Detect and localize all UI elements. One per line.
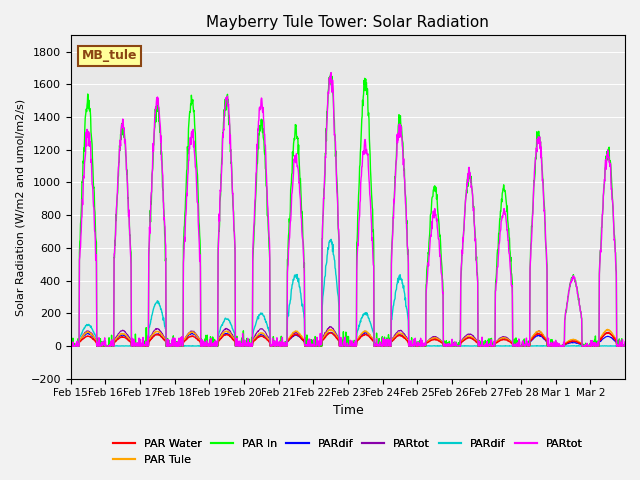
Text: MB_tule: MB_tule (82, 49, 138, 62)
X-axis label: Time: Time (333, 404, 364, 417)
Legend: PAR Water, PAR Tule, PAR In, PARdif, PARtot, PARdif, PARtot: PAR Water, PAR Tule, PAR In, PARdif, PAR… (109, 435, 587, 469)
Y-axis label: Solar Radiation (W/m2 and umol/m2/s): Solar Radiation (W/m2 and umol/m2/s) (15, 98, 25, 315)
Title: Mayberry Tule Tower: Solar Radiation: Mayberry Tule Tower: Solar Radiation (207, 15, 490, 30)
